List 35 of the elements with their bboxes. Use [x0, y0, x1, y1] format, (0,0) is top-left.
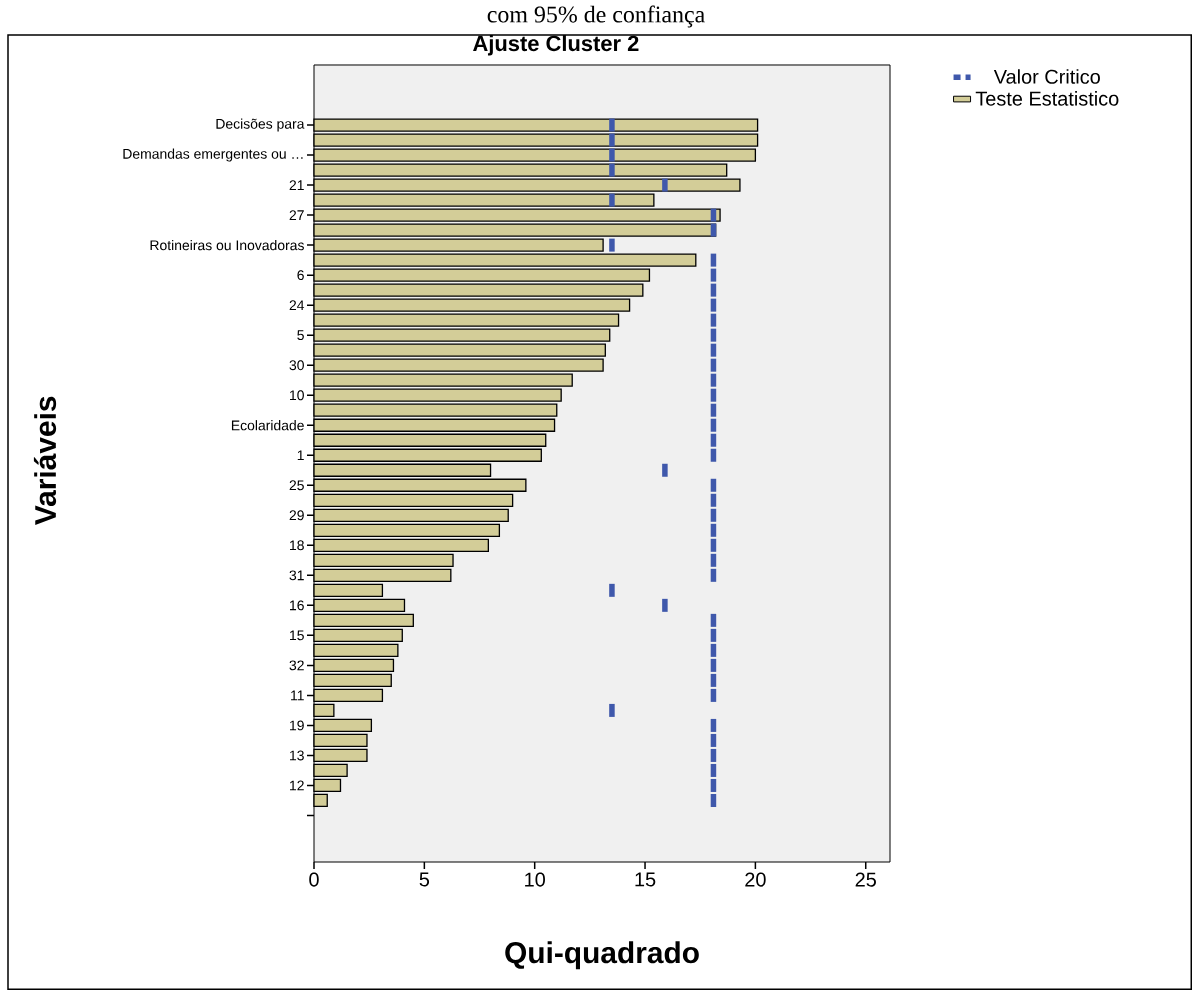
- x-axis-title: Qui-quadrado: [505, 941, 699, 970]
- legend-label: Teste Estatistico: [975, 91, 1119, 106]
- y-tick-label: Ecolaridade: [231, 420, 304, 431]
- legend-label: Valor Critico: [993, 69, 1100, 84]
- text: com 95% de confiança: [487, 5, 705, 28]
- y-tick-label: 27: [289, 210, 304, 220]
- y-tick-label: 13: [290, 750, 304, 761]
- y-tick-label: 24: [289, 300, 305, 311]
- x-tick-label: 0: [309, 872, 319, 887]
- x-tick-label: 20: [745, 872, 766, 887]
- y-tick-label: 25: [289, 480, 304, 491]
- y-tick-label: 30: [289, 360, 304, 371]
- y-tick-label: 31: [289, 570, 304, 581]
- y-tick-label: 32: [289, 660, 304, 671]
- y-tick-label: 5: [297, 330, 304, 341]
- y-tick-label: 16: [290, 600, 304, 611]
- y-tick-label: Decisões para: [216, 118, 305, 132]
- y-axis-title: Variáveis: [33, 396, 57, 525]
- x-tick-label: 25: [855, 872, 876, 887]
- x-tick-label: 15: [635, 872, 656, 887]
- x-tick-label: 5: [419, 872, 430, 887]
- x-tick-label: 10: [525, 872, 545, 887]
- y-tick-label: 1: [297, 450, 304, 461]
- chart-title: Ajuste Cluster 2: [473, 35, 639, 56]
- y-tick-label: 11: [291, 690, 304, 701]
- y-tick-label: 29: [289, 510, 304, 521]
- y-tick-label: Demandas emergentes ou …: [123, 148, 303, 162]
- y-tick-label: 18: [290, 540, 304, 551]
- y-tick-label: Rotineiras ou Inovadoras: [150, 239, 304, 251]
- y-tick-label: 21: [289, 180, 304, 190]
- y-tick-label: 6: [297, 270, 304, 281]
- y-tick-label: 10: [290, 390, 304, 401]
- y-tick-label: 12: [290, 780, 304, 791]
- y-tick-label: 19: [290, 720, 304, 731]
- y-tick-label: 15: [290, 630, 304, 641]
